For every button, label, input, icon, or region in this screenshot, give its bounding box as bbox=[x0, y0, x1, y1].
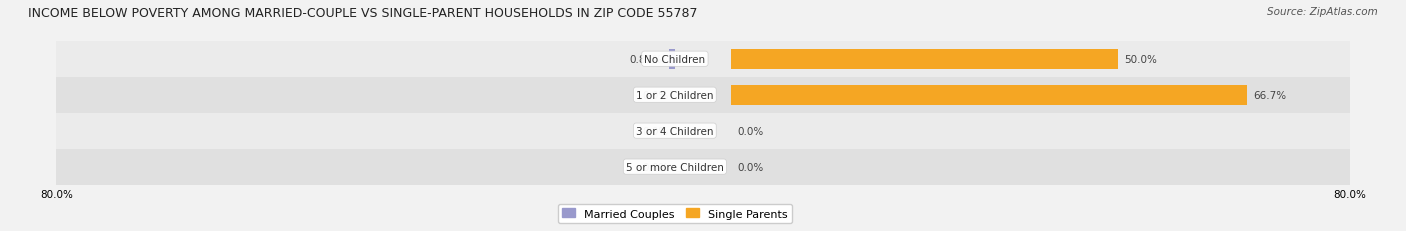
Bar bbox=[731, 42, 1350, 77]
Bar bbox=[669, 50, 675, 69]
Bar bbox=[731, 113, 1350, 149]
Text: 0.0%: 0.0% bbox=[737, 126, 763, 136]
Text: Source: ZipAtlas.com: Source: ZipAtlas.com bbox=[1267, 7, 1378, 17]
Bar bbox=[731, 149, 1350, 185]
Text: 0.0%: 0.0% bbox=[643, 126, 669, 136]
Bar bbox=[56, 42, 675, 77]
Text: 0.0%: 0.0% bbox=[643, 90, 669, 100]
Text: 50.0%: 50.0% bbox=[1123, 55, 1157, 64]
Bar bbox=[56, 77, 675, 113]
Bar bbox=[731, 50, 1118, 69]
Legend: Married Couples, Single Parents: Married Couples, Single Parents bbox=[558, 204, 792, 223]
Text: 5 or more Children: 5 or more Children bbox=[626, 162, 724, 172]
Bar bbox=[56, 113, 675, 149]
Text: 66.7%: 66.7% bbox=[1253, 90, 1286, 100]
Text: 3 or 4 Children: 3 or 4 Children bbox=[636, 126, 714, 136]
Bar bbox=[56, 149, 675, 185]
Text: No Children: No Children bbox=[644, 55, 706, 64]
Bar bbox=[731, 77, 1350, 113]
Text: 0.81%: 0.81% bbox=[630, 55, 662, 64]
Text: INCOME BELOW POVERTY AMONG MARRIED-COUPLE VS SINGLE-PARENT HOUSEHOLDS IN ZIP COD: INCOME BELOW POVERTY AMONG MARRIED-COUPL… bbox=[28, 7, 697, 20]
Text: 0.0%: 0.0% bbox=[643, 162, 669, 172]
Bar bbox=[731, 85, 1247, 105]
Text: 0.0%: 0.0% bbox=[737, 162, 763, 172]
Text: 1 or 2 Children: 1 or 2 Children bbox=[636, 90, 714, 100]
